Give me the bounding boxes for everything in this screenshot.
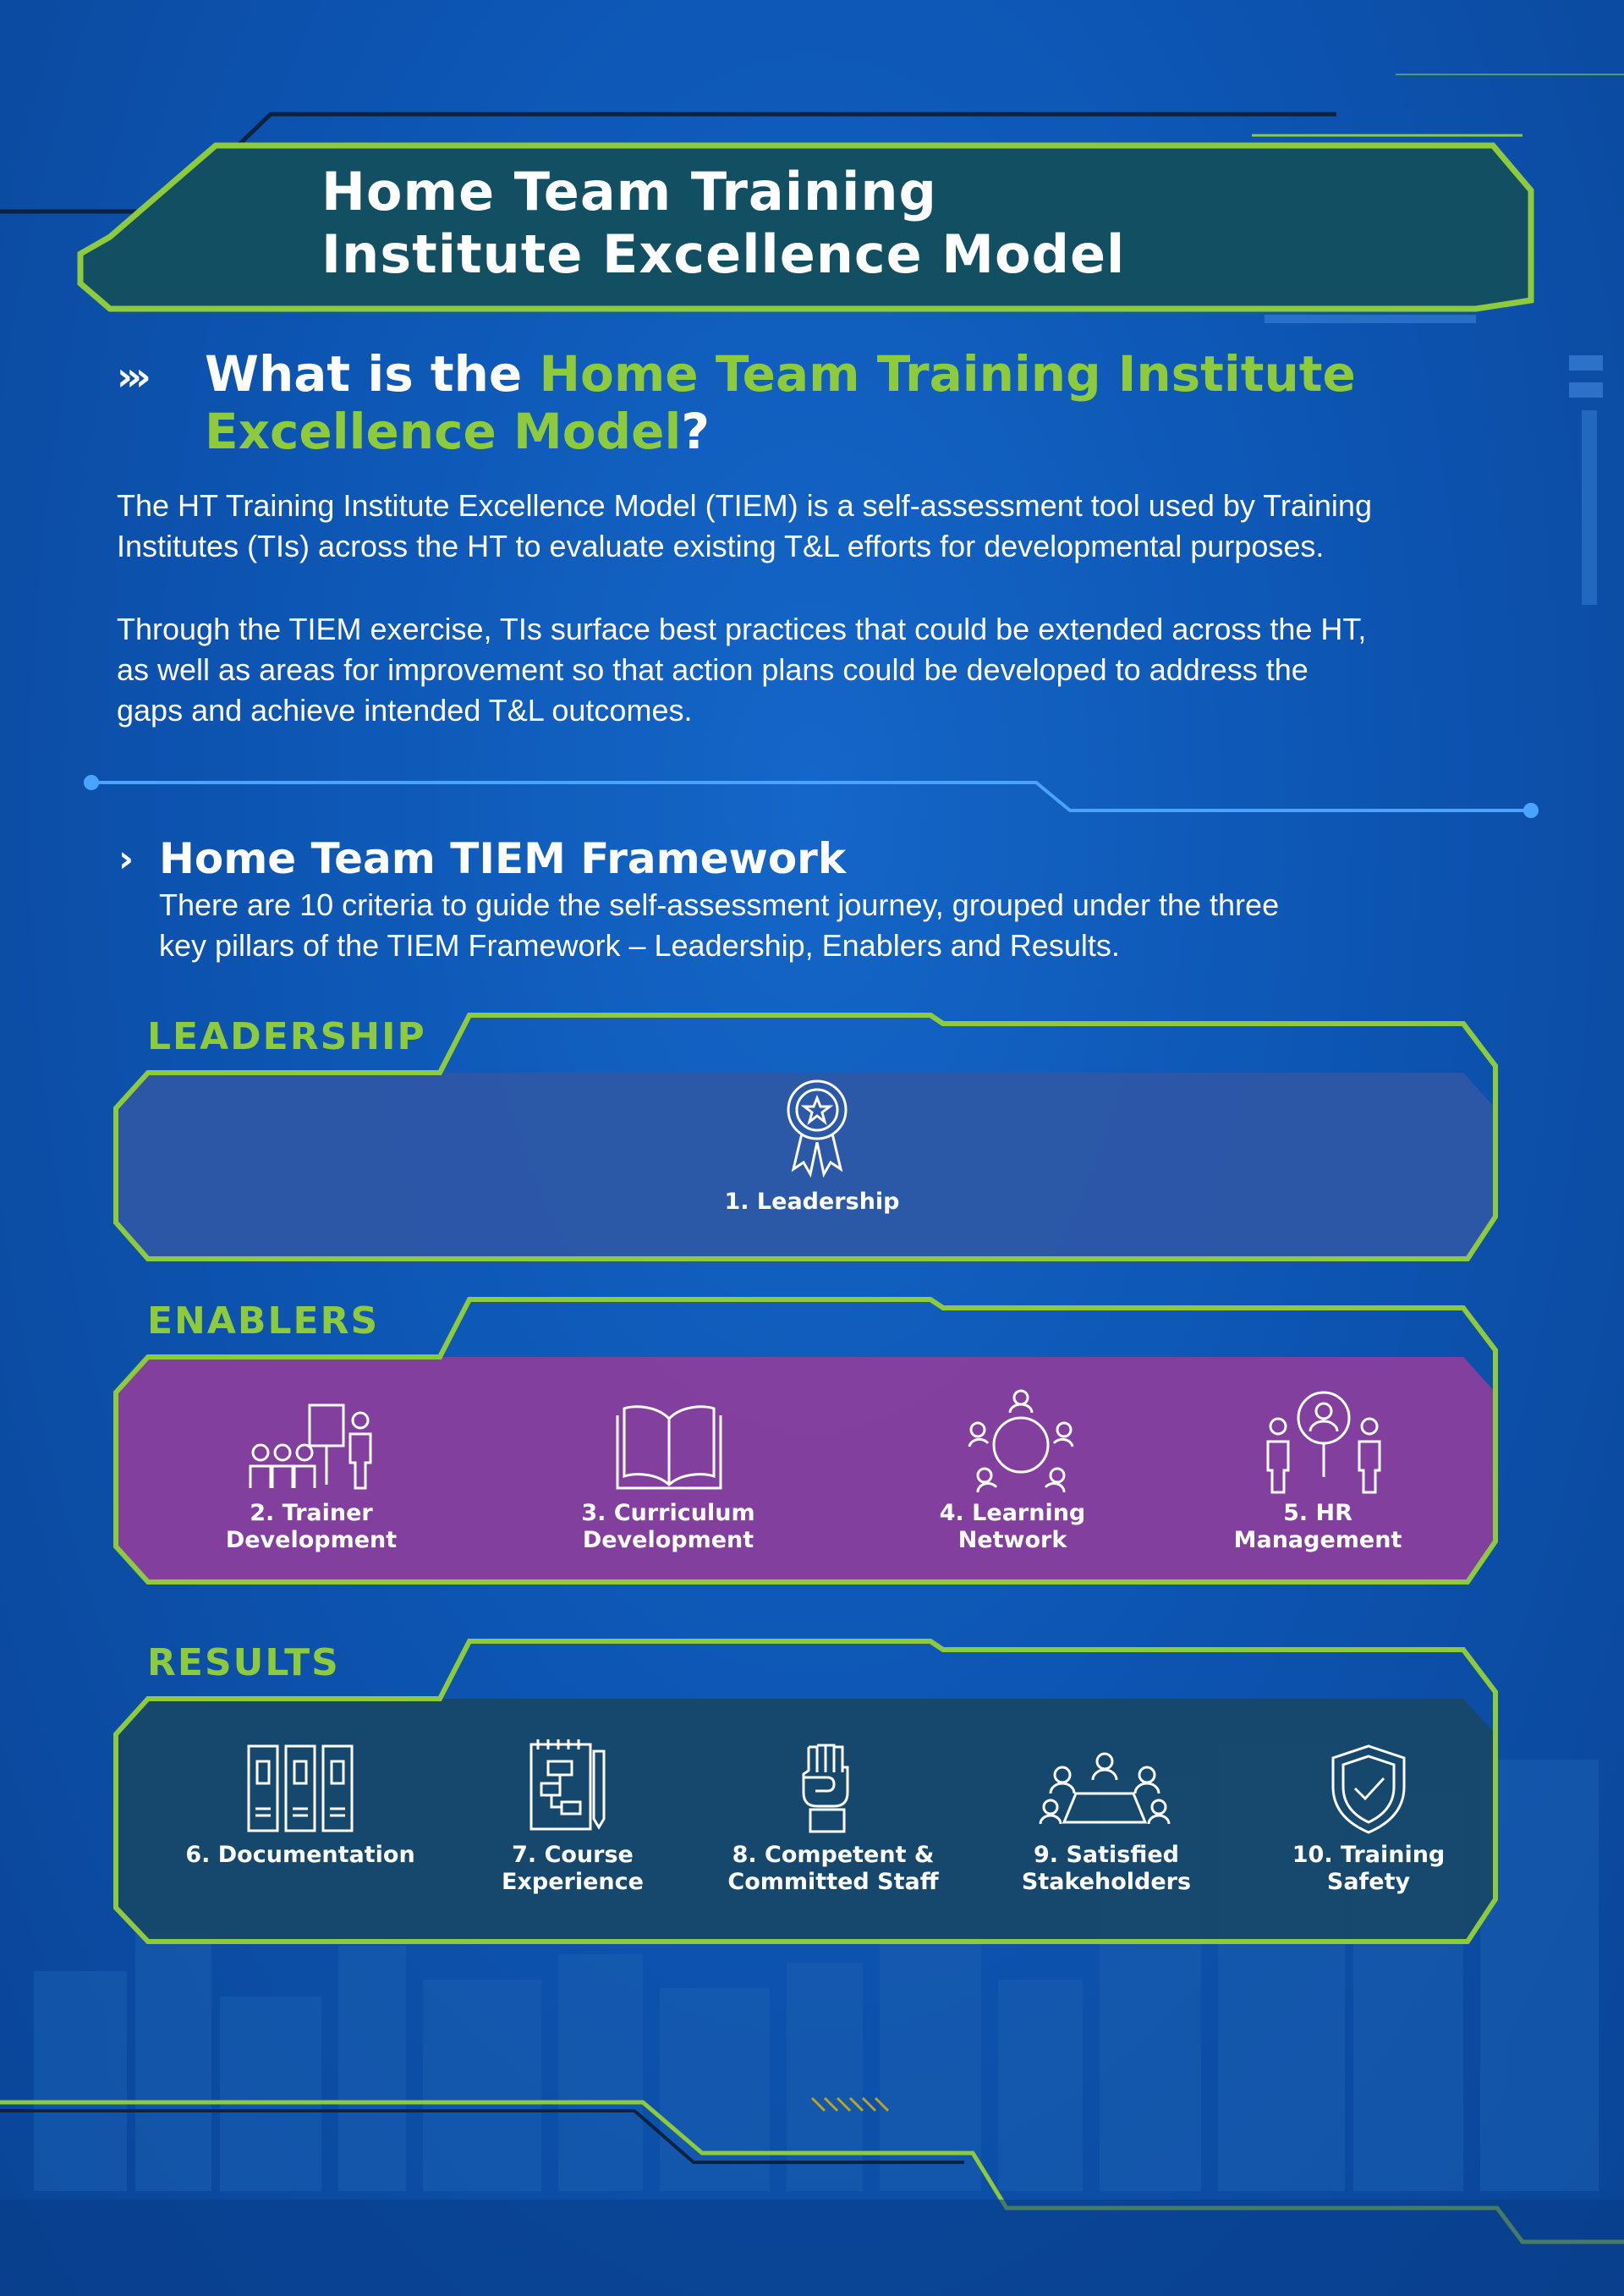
criterion-2-trainer-development: 2. Trainer Development: [184, 1500, 438, 1554]
criterion-3-line-1: 3. Curriculum: [581, 1500, 755, 1526]
criterion-8-competent-committed-staff: 8. Competent & Committed Staff: [702, 1842, 964, 1896]
intro-heading-prefix: What is the: [205, 345, 540, 403]
intro-paragraph-1: The HT Training Institute Excellence Mod…: [117, 486, 1521, 567]
criterion-3-line-2: Development: [582, 1527, 754, 1553]
meeting-people-icon: [1039, 1752, 1171, 1825]
trainer-presentation-icon: [249, 1403, 372, 1490]
criterion-5-line-2: Management: [1233, 1527, 1402, 1553]
criterion-10-line-2: Safety: [1326, 1869, 1411, 1895]
framework-arrow-icon: ›: [118, 838, 134, 881]
criterion-5-hr-management: 5. HR Management: [1191, 1500, 1445, 1554]
title-line-2: Institute Excellence Model: [321, 223, 1126, 285]
criterion-7-line-2: Experience: [502, 1869, 644, 1895]
intro-paragraph-2: Through the TIEM exercise, TIs surface b…: [117, 609, 1521, 731]
framework-description-line-2: key pillars of the TIEM Framework – Lead…: [159, 928, 1120, 963]
award-ribbon-icon: [787, 1079, 848, 1178]
criterion-10-training-safety: 10. Training Safety: [1242, 1842, 1495, 1896]
criterion-4-learning-network: 4. Learning Network: [886, 1500, 1139, 1554]
criterion-5-line-1: 5. HR: [1283, 1500, 1352, 1526]
criterion-9-line-2: Stakeholders: [1021, 1869, 1192, 1895]
pillar-label-leadership: LEADERSHIP: [147, 1015, 426, 1058]
intro-heading-highlight-1: Home Team Training Institute: [539, 345, 1356, 403]
magnifier-people-icon: [1266, 1391, 1381, 1494]
criterion-9-satisfied-stakeholders: 9. Satisfied Stakeholders: [979, 1842, 1233, 1896]
intro-heading: What is the Home Team Training Institute…: [205, 345, 1524, 460]
criterion-4-line-1: 4. Learning: [939, 1500, 1086, 1526]
title-line-1: Home Team Training: [321, 161, 937, 222]
pillar-label-results: RESULTS: [147, 1641, 340, 1684]
shield-check-icon: [1331, 1744, 1406, 1834]
page-title: Home Team Training Institute Excellence …: [321, 161, 1294, 286]
criterion-9-line-1: 9. Satisfied: [1034, 1842, 1179, 1868]
framework-description-line-1: There are 10 criteria to guide the self-…: [159, 887, 1280, 922]
criterion-1-leadership: 1. Leadership: [724, 1189, 900, 1215]
framework-description: There are 10 criteria to guide the self-…: [159, 885, 1479, 966]
round-table-network-icon: [968, 1389, 1074, 1493]
criterion-7-line-1: 7. Course: [512, 1842, 634, 1868]
framework-heading: Home Team TIEM Framework: [159, 834, 847, 883]
intro-heading-suffix: ?: [681, 403, 710, 460]
intro-paragraph-1-line-2: Institutes (TIs) across the HT to evalua…: [117, 529, 1325, 563]
criterion-7-course-experience: 7. Course Experience: [442, 1842, 704, 1896]
criterion-10-line-1: 10. Training: [1292, 1842, 1446, 1868]
criterion-6-documentation: 6. Documentation: [169, 1842, 431, 1869]
intro-paragraph-2-line-2: as well as areas for improvement so that…: [117, 652, 1309, 687]
raised-fist-icon: [802, 1744, 849, 1833]
criterion-2-line-2: Development: [225, 1527, 398, 1553]
criterion-8-line-2: Committed Staff: [727, 1869, 939, 1895]
title-box-frame: [77, 142, 1534, 312]
criterion-2-line-1: 2. Trainer: [250, 1500, 373, 1526]
intro-paragraph-1-line-1: The HT Training Institute Excellence Mod…: [117, 488, 1372, 523]
heading-arrows-icon: ›››: [117, 354, 151, 399]
pillar-label-enablers: ENABLERS: [147, 1299, 380, 1343]
criterion-6-line-1: 6. Documentation: [185, 1842, 415, 1868]
criterion-8-line-1: 8. Competent &: [732, 1842, 935, 1868]
criterion-4-line-2: Network: [957, 1527, 1067, 1553]
binders-icon: [247, 1744, 354, 1832]
intro-heading-highlight-2: Excellence Model: [205, 403, 682, 460]
intro-paragraph-2-line-1: Through the TIEM exercise, TIs surface b…: [117, 612, 1367, 646]
intro-paragraph-2-line-3: gaps and achieve intended T&L outcomes.: [117, 693, 693, 728]
open-book-icon: [616, 1405, 722, 1490]
criterion-3-curriculum-development: 3. Curriculum Development: [533, 1500, 804, 1554]
notebook-pencil-icon: [529, 1739, 606, 1831]
